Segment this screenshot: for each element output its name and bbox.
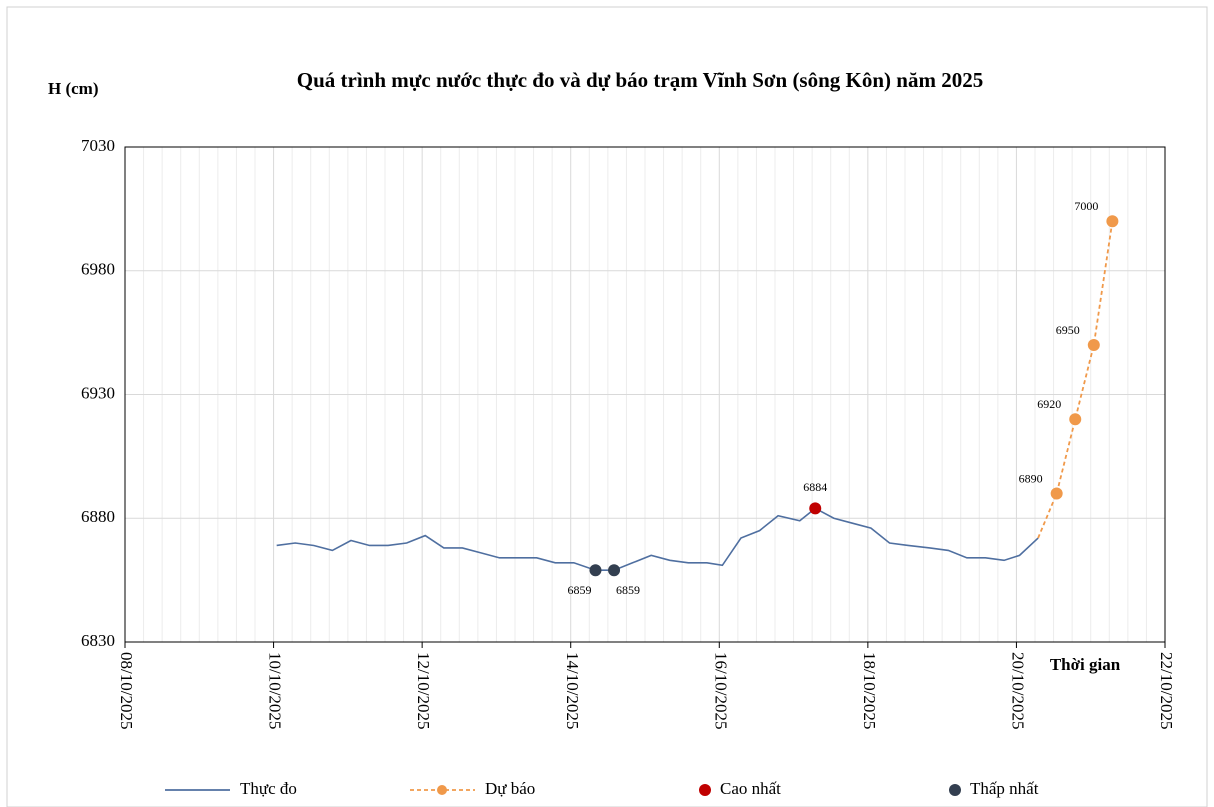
y-axis-label: H (cm) [48,79,99,98]
data-label: 6950 [1056,323,1080,337]
legend-marker [437,785,447,795]
chart-title: Quá trình mực nước thực đo và dự báo trạ… [297,68,983,92]
series-line [276,507,1039,572]
legend-label: Cao nhất [720,779,781,798]
point [1050,487,1063,500]
data-label: 6884 [803,480,827,494]
x-tick-label: 12/10/2025 [414,652,433,729]
point [1106,215,1119,228]
x-tick-label: 14/10/2025 [563,652,582,729]
x-tick-label: 22/10/2025 [1157,652,1176,729]
y-tick-label: 6880 [81,507,115,526]
chart-border [6,6,1208,807]
legend-label: Thấp nhất [970,779,1039,798]
legend-label: Thực đo [240,779,297,798]
x-tick-label: 08/10/2025 [117,652,136,729]
y-tick-label: 6980 [81,260,115,279]
y-tick-label: 6930 [81,383,115,402]
x-tick-label: 16/10/2025 [711,652,730,729]
data-label: 7000 [1074,199,1098,213]
legend-marker [699,784,711,796]
y-tick-label: 6830 [81,631,115,650]
data-label: 6890 [1019,471,1043,485]
y-tick-label: 7030 [81,136,115,155]
point [589,564,602,577]
x-axis-label: Thời gian [1050,655,1121,674]
x-tick-label: 20/10/2025 [1009,652,1028,729]
data-label: 6859 [567,583,591,597]
legend-marker [949,784,961,796]
x-tick-label: 10/10/2025 [266,652,285,729]
legend-label: Dự báo [485,779,535,798]
data-label: 6859 [616,583,640,597]
point [1087,339,1100,351]
x-tick-label: 18/10/2025 [860,652,879,729]
point [608,564,621,577]
series-line [1037,221,1114,539]
plot-frame [124,146,1166,643]
point [1069,413,1082,426]
data-label: 6920 [1037,397,1061,411]
point [809,502,822,515]
